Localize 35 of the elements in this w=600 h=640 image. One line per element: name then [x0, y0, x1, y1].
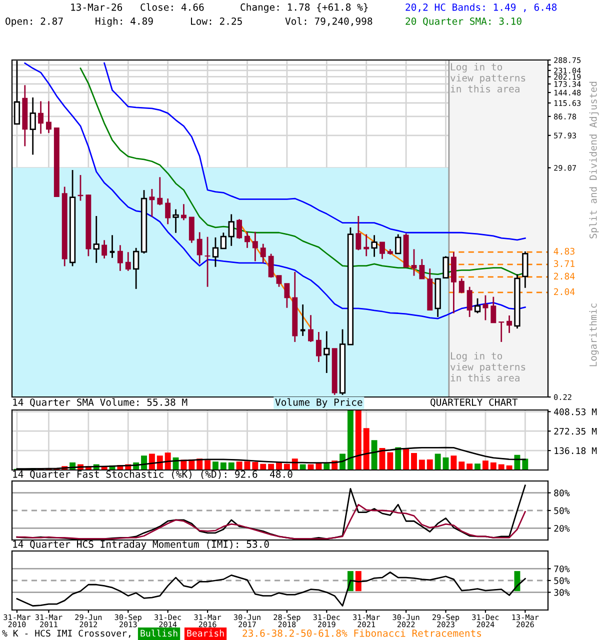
y-tick-label: 50%	[554, 507, 570, 514]
text: Volume By Price	[275, 398, 362, 408]
text: Split and Dividend Adjusted	[589, 82, 599, 238]
y-tick-label: 136.18 M	[554, 447, 597, 454]
text: 20 Quarter SMA: 3.10	[406, 17, 522, 26]
chart-title: 14 Quarter Fast Stochastic (%K) (%D): 92.6 48.0	[13, 470, 292, 479]
text: Bullish	[140, 630, 178, 637]
text: Logarithmic	[589, 304, 599, 366]
ref-line-label: 2.84	[554, 272, 575, 280]
y-tick-label: 30%	[554, 589, 570, 596]
text: Change: 1.78 {+61.8 %}	[240, 3, 368, 13]
ref-line-label: 3.71	[554, 260, 574, 268]
text: High: 4.89	[96, 17, 153, 27]
y-tick-label: 272.35 M	[554, 428, 597, 435]
text: Low: 2.25	[191, 17, 242, 25]
chart-title: 14 Quarter HCS Intraday Momentum (IMI): 53.0	[13, 540, 269, 550]
y-tick-label: 70%	[554, 565, 570, 572]
text: 13-Mar-26	[71, 3, 122, 11]
text: QUARTERLY CHART	[430, 398, 518, 407]
y-tick-label: 80%	[554, 490, 570, 496]
text: 23.6-38.2-50-61.8% Fibonacci Retracements	[242, 629, 482, 637]
y-tick-label: 20%	[554, 524, 570, 532]
annotation: Log in to view patterns in this area	[450, 352, 526, 382]
ref-line-label: 4.83	[554, 248, 574, 255]
ref-line-label: 2.04	[554, 288, 575, 296]
annotation: Log in to view patterns in this area	[450, 63, 526, 92]
chart-title: 14 Quarter SMA Volume: 55.38 M	[13, 398, 188, 407]
y-tick-label: 408.53 M	[554, 408, 597, 416]
text: 20,2 HC Bands: 1.49 , 6.48	[406, 3, 557, 12]
text: Vol: 79,240,998	[285, 17, 372, 26]
text: Bearish	[187, 630, 224, 637]
text: Close: 4.66	[140, 3, 204, 11]
y-tick-label: 50%	[554, 577, 570, 584]
text: Open: 2.87	[6, 17, 63, 27]
legend-title: % K - HCS IMI Crossover,	[2, 630, 130, 638]
